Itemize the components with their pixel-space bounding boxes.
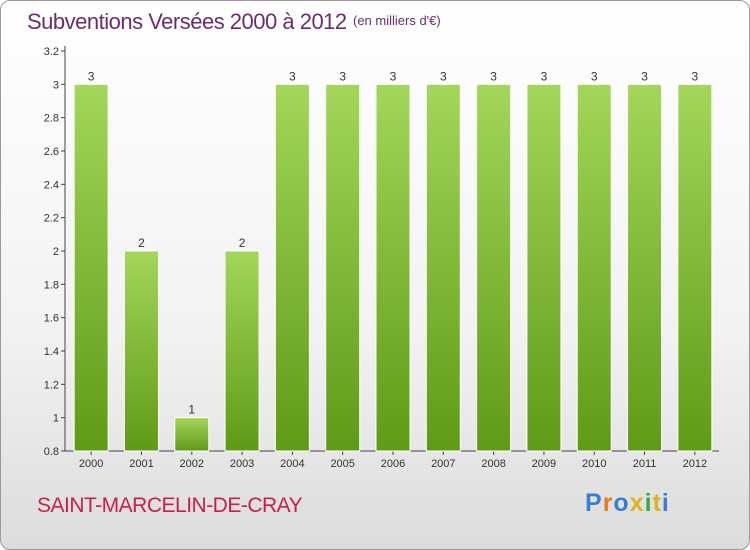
x-tick-label: 2001 [129, 458, 153, 470]
x-tick-label: 2002 [180, 458, 204, 470]
y-tick-label: 0.8 [44, 446, 59, 458]
chart-title: Subventions Versées 2000 à 2012 [27, 9, 347, 34]
y-tick-label: 2.2 [44, 213, 59, 225]
x-tick-label: 2008 [481, 458, 505, 470]
bar-value-label: 3 [591, 69, 598, 83]
logo-letter: t [652, 489, 662, 517]
bar [274, 83, 310, 452]
bar [425, 83, 461, 452]
x-tick-label: 2005 [330, 458, 354, 470]
y-tick-label: 3.2 [44, 46, 59, 58]
bar-value-label: 3 [88, 69, 95, 83]
bar [576, 83, 612, 452]
logo-letter: P [585, 489, 603, 517]
bar-value-label: 1 [188, 403, 195, 417]
bar [627, 83, 663, 452]
x-tick-label: 2004 [280, 458, 304, 470]
logo-letter: o [613, 489, 630, 517]
x-tick-label: 2000 [79, 458, 103, 470]
x-tick-label: 2006 [381, 458, 405, 470]
x-tick-label: 2009 [532, 458, 556, 470]
bar-value-label: 3 [541, 69, 548, 83]
x-tick-label: 2003 [230, 458, 254, 470]
x-tick-label: 2011 [633, 458, 657, 470]
y-tick-label: 2 [53, 246, 59, 258]
bar-value-label: 2 [239, 236, 246, 250]
y-tick-label: 2.8 [44, 113, 59, 125]
bar [375, 83, 411, 452]
y-tick-label: 2.4 [44, 179, 59, 191]
bar-value-label: 3 [641, 69, 648, 83]
x-tick-label: 2012 [683, 458, 707, 470]
chart-unit: (en milliers d'€) [353, 13, 441, 28]
bar [174, 417, 210, 452]
y-tick-label: 1.2 [44, 379, 59, 391]
bar [526, 83, 562, 452]
x-tick-label: 2007 [431, 458, 455, 470]
bar [677, 83, 713, 452]
bar-value-label: 3 [390, 69, 397, 83]
commune-name: SAINT-MARCELIN-DE-CRAY [37, 494, 303, 517]
x-tick-label: 2010 [582, 458, 606, 470]
bar [476, 83, 512, 452]
y-tick-label: 3 [53, 79, 59, 91]
y-tick-label: 1 [53, 413, 59, 425]
bar-value-label: 2 [138, 236, 145, 250]
bar-value-label: 3 [339, 69, 346, 83]
logo-letter: x [629, 489, 645, 517]
bar [123, 250, 159, 452]
y-tick-label: 2.6 [44, 146, 59, 158]
logo-letter: r [602, 489, 614, 517]
y-tick-label: 1.6 [44, 313, 59, 325]
y-tick-label: 1.8 [44, 279, 59, 291]
bar-value-label: 3 [490, 69, 497, 83]
bar-value-label: 3 [440, 69, 447, 83]
bar [73, 83, 109, 452]
logo-letter: i [644, 489, 653, 517]
proxiti-logo: Proxiti [585, 489, 670, 518]
bar [325, 83, 361, 452]
bar-value-label: 3 [692, 69, 699, 83]
logo-letter: i [661, 489, 670, 517]
bar-value-label: 3 [289, 69, 296, 83]
y-tick-label: 1.4 [44, 346, 59, 358]
bar [224, 250, 260, 452]
